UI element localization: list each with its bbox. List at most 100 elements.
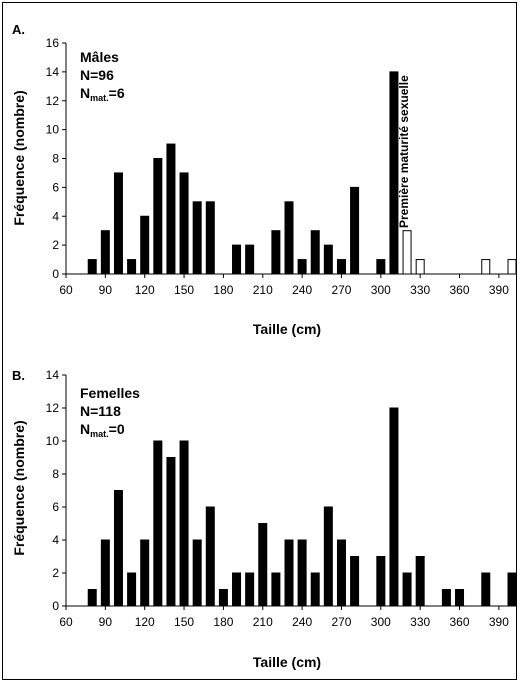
panel-a-bar [297,259,307,275]
panel-a-ytick-label: 0 [52,267,59,281]
panel-a-xtick-label: 390 [489,283,509,297]
panel-b-xtick-label: 390 [489,615,509,629]
panel-b-xtick-label: 210 [253,615,273,629]
panel-b-legend-title: Femelles [80,385,140,401]
panel-a-xtick-label: 330 [410,283,430,297]
panel-b-bar [336,539,346,607]
panel-a-bar [310,230,320,275]
panel-a-xtick-label: 60 [59,283,73,297]
panel-b-nmat-sub: mat. [90,429,109,439]
panel-b-bar [455,589,465,607]
panel-a-bar [127,259,137,275]
panel-b-bar [297,539,307,607]
panel-a-ytick-label: 6 [52,180,59,194]
panel-b-bar [507,572,517,607]
panel-a-bar [192,201,202,275]
panel-b-bar [87,589,97,607]
panel-a-nmat-prefix: N [80,85,90,101]
panel-b-bar [441,589,451,607]
panel-b-bar [245,572,255,607]
panel-a-bar [153,158,163,275]
panel-a-xtick-label: 150 [174,283,194,297]
panel-b-bar [402,572,412,607]
panel-b-bar [140,539,150,607]
panel-b-bar [258,523,268,607]
panel-b-label: B. [12,368,25,383]
panel-b-ytick-label: 2 [52,566,59,580]
panel-b-bar [153,440,163,607]
panel-b-bar [192,539,202,607]
panel-a-ytick-label: 2 [52,238,59,252]
panel-a-bar-open [415,259,425,275]
panel-a-nmat-sub: mat. [90,93,109,103]
panel-a-bar [271,230,281,275]
panel-b-xtick-label: 90 [99,615,113,629]
panel-a-bar [284,201,294,275]
panel-b-bar [127,572,137,607]
panel-b-bar [205,506,215,607]
panel-a-label: A. [12,22,25,37]
panel-b-bar [481,572,491,607]
panel-b-bar [284,539,294,607]
maturity-annotation: Première maturité sexuelle [397,75,411,228]
panel-b-xtick-label: 240 [292,615,312,629]
panel-b-ytick-label: 14 [46,368,60,382]
panel-b-ytick-label: 0 [52,599,59,613]
panel-b-bar [179,440,189,607]
panel-b-bar [271,572,281,607]
panel-a-legend-nmat: Nmat.=6 [80,85,125,103]
panel-a-bar [350,186,360,275]
panel-b-xtick-label: 150 [174,615,194,629]
panel-b-legend-nmat: Nmat.=0 [80,421,125,439]
panel-b-bar [350,556,360,607]
panel-a-bar-open [507,259,517,275]
panel-b-legend-n: N=118 [80,403,121,419]
panel-a-bar [245,244,255,275]
panel-b-bar [376,556,386,607]
panel-b-bar [166,457,176,607]
panel-b-bar [232,572,242,607]
panel-a-bar [179,172,189,275]
panel-a-bar [323,244,333,275]
panel-a-bar [113,172,123,275]
panel-a-legend-title: Mâles [80,49,119,65]
panel-a-xtick-label: 360 [450,283,470,297]
panel-a-xtick-label: 180 [213,283,233,297]
panel-a-xtick-label: 120 [135,283,155,297]
panel-b-xlabel: Taille (cm) [253,654,321,670]
panel-a-ytick-label: 12 [46,94,60,108]
panel-a-ytick-label: 10 [46,123,60,137]
panel-a-nmat-value: =6 [109,85,125,101]
panel-a-ytick-label: 8 [52,152,59,166]
panel-b-bar [218,589,228,607]
panel-b-bar [100,539,110,607]
panel-a-xtick-label: 90 [99,283,113,297]
panel-a-xtick-label: 300 [371,283,391,297]
panel-a-bar-open [402,230,412,275]
panel-a-bar-open [481,259,491,275]
panel-b-xtick-label: 300 [371,615,391,629]
panel-a-xtick-label: 210 [253,283,273,297]
panel-a-xtick-label: 240 [292,283,312,297]
panel-a-legend-n: N=96 [80,67,114,83]
panel-a-xtick-label: 270 [331,283,351,297]
panel-b-xtick-label: 180 [213,615,233,629]
panel-a-bar [140,215,150,275]
panel-b-nmat-prefix: N [80,421,90,437]
panel-a-ytick-label: 16 [46,36,60,50]
panel-a-bar [389,71,399,275]
panel-b-xtick-label: 270 [331,615,351,629]
panel-b-xtick-label: 120 [135,615,155,629]
panel-b-ytick-label: 4 [52,533,59,547]
panel-a-ytick-label: 4 [52,209,59,223]
panel-b-xtick-label: 60 [59,615,73,629]
panel-a-bar [336,259,346,275]
panel-a-ylabel: Fréquence (nombre) [11,90,27,225]
panel-b-ylabel: Fréquence (nombre) [11,420,27,555]
panel-b-ytick-label: 10 [46,434,60,448]
panel-b-xtick-label: 330 [410,615,430,629]
panel-b-bar [389,407,399,607]
panel-a-bar [232,244,242,275]
